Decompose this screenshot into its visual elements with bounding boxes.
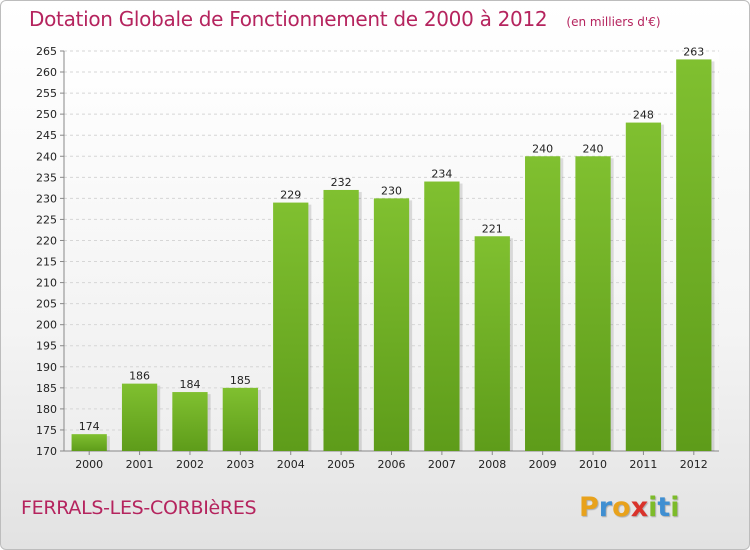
y-tick-label: 240 xyxy=(36,150,57,163)
x-tick-label-2003: 2003 xyxy=(226,458,254,471)
y-tick-label: 210 xyxy=(36,277,57,290)
title-row: Dotation Globale de Fonctionnement de 20… xyxy=(29,7,661,31)
x-tick-label-2007: 2007 xyxy=(428,458,456,471)
y-tick-label: 220 xyxy=(36,234,57,247)
value-label-2007: 234 xyxy=(431,168,452,181)
y-tick-label: 175 xyxy=(36,424,57,437)
bar-2008 xyxy=(474,236,510,451)
x-tick-label-2008: 2008 xyxy=(478,458,506,471)
logo-letter: o xyxy=(612,492,631,523)
x-tick-label-2010: 2010 xyxy=(579,458,607,471)
y-tick-label: 265 xyxy=(36,45,57,58)
y-tick-label: 250 xyxy=(36,108,57,121)
y-tick-label: 255 xyxy=(36,87,57,100)
value-label-2005: 232 xyxy=(331,176,352,189)
x-tick-label-2012: 2012 xyxy=(680,458,708,471)
value-label-2001: 186 xyxy=(129,370,150,383)
value-label-2010: 240 xyxy=(583,142,604,155)
bar-2005 xyxy=(323,189,359,451)
x-tick-label-2006: 2006 xyxy=(378,458,406,471)
bar-2001 xyxy=(121,383,158,451)
bar-2012 xyxy=(676,59,712,451)
chart-title: Dotation Globale de Fonctionnement de 20… xyxy=(29,7,548,31)
logo-letter: i xyxy=(670,492,680,523)
commune-name: FERRALS-LES-CORBIèRES xyxy=(21,497,257,519)
bar-2007 xyxy=(424,181,460,452)
logo-letter: i xyxy=(648,492,658,523)
x-tick-label-2002: 2002 xyxy=(176,458,204,471)
bar-2010 xyxy=(575,156,611,451)
bar-2002 xyxy=(172,392,208,451)
bar-2000 xyxy=(71,434,107,451)
y-tick-label: 195 xyxy=(36,340,57,353)
value-label-2006: 230 xyxy=(381,184,402,197)
y-tick-label: 170 xyxy=(36,445,57,458)
logo-letter: t xyxy=(657,492,671,523)
value-label-2011: 248 xyxy=(633,109,654,122)
y-tick-label: 200 xyxy=(36,319,57,332)
bar-2011 xyxy=(625,122,662,451)
y-tick-label: 180 xyxy=(36,403,57,416)
value-label-2009: 240 xyxy=(532,142,553,155)
x-tick-label-2001: 2001 xyxy=(126,458,154,471)
y-tick-label: 260 xyxy=(36,66,57,79)
value-label-2003: 185 xyxy=(230,374,251,387)
value-label-2012: 263 xyxy=(683,45,704,58)
x-tick-label-2000: 2000 xyxy=(75,458,103,471)
logo-letter: x xyxy=(630,492,649,523)
y-tick-label: 245 xyxy=(36,129,57,142)
x-tick-label-2005: 2005 xyxy=(327,458,355,471)
bar-2004 xyxy=(273,202,309,451)
y-tick-label: 230 xyxy=(36,192,57,205)
y-tick-label: 225 xyxy=(36,213,57,226)
bar-2009 xyxy=(525,156,561,451)
x-tick-label-2011: 2011 xyxy=(629,458,657,471)
value-label-2004: 229 xyxy=(280,189,301,202)
proxiti-logo: Proxiti xyxy=(579,492,680,523)
x-tick-label-2009: 2009 xyxy=(529,458,557,471)
logo-letter: P xyxy=(579,492,599,523)
y-tick-label: 185 xyxy=(36,382,57,395)
value-label-2002: 184 xyxy=(179,378,200,391)
x-tick-label-2004: 2004 xyxy=(277,458,305,471)
y-tick-label: 215 xyxy=(36,256,57,269)
value-label-2000: 174 xyxy=(79,420,100,433)
bar-2003 xyxy=(222,387,258,451)
y-tick-label: 205 xyxy=(36,298,57,311)
value-label-2008: 221 xyxy=(482,222,503,235)
y-tick-label: 235 xyxy=(36,171,57,184)
logo-letter: r xyxy=(598,492,613,523)
chart-subtitle: (en milliers d'€) xyxy=(566,15,661,29)
bar-2006 xyxy=(373,198,410,451)
y-tick-label: 190 xyxy=(36,361,57,374)
